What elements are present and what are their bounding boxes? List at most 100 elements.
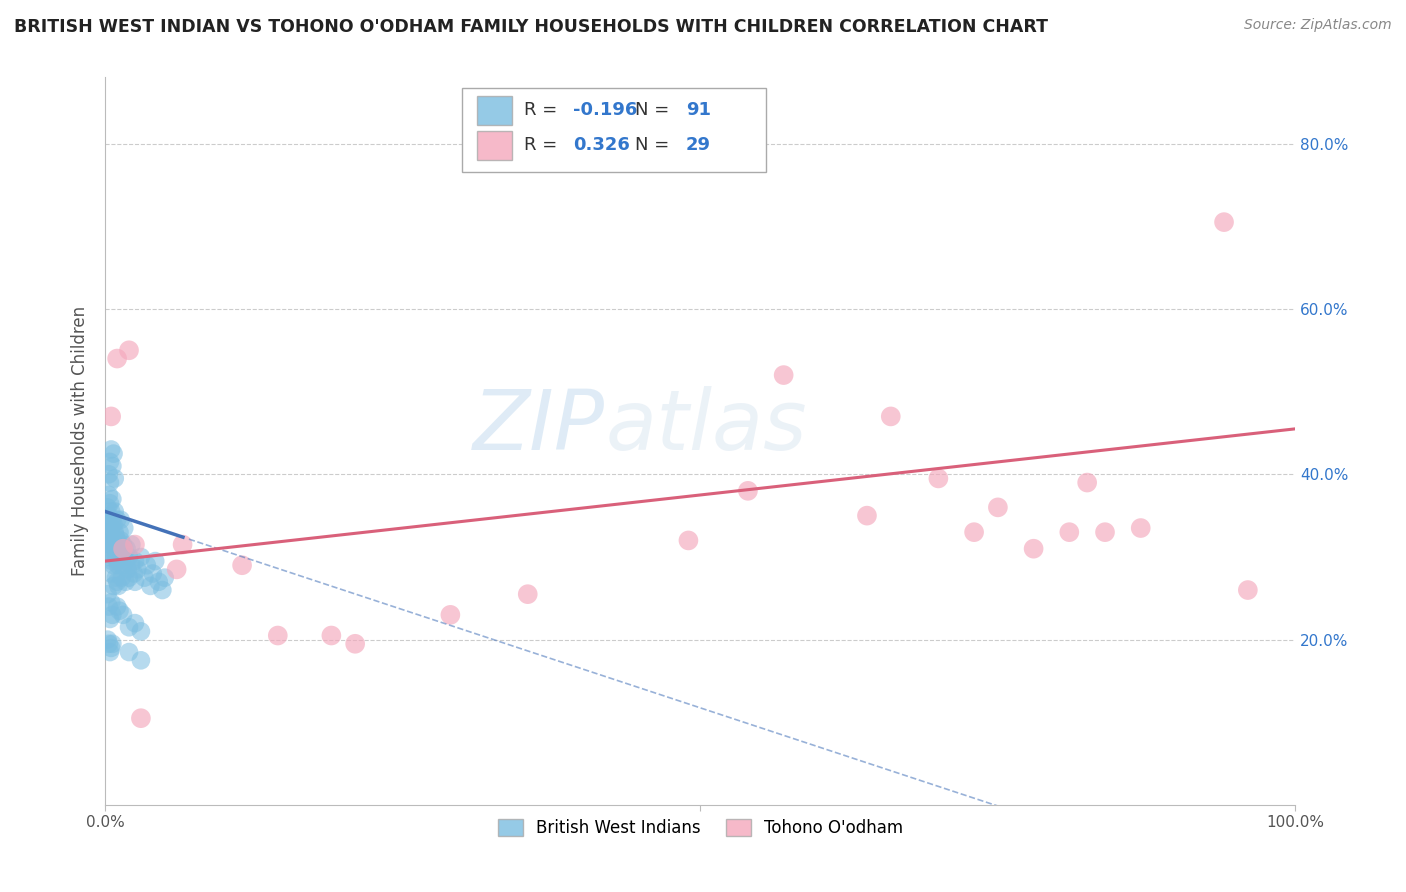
Point — [129, 711, 152, 725]
Point — [107, 538, 129, 552]
Point — [1076, 475, 1098, 490]
Point — [124, 574, 146, 589]
Text: N =: N = — [636, 101, 675, 120]
Point — [97, 488, 120, 502]
Point — [107, 579, 129, 593]
Text: Source: ZipAtlas.com: Source: ZipAtlas.com — [1244, 18, 1392, 32]
Point — [231, 558, 253, 573]
Point — [104, 571, 127, 585]
Point — [927, 471, 949, 485]
Point — [98, 538, 121, 552]
Point — [880, 409, 903, 424]
Point — [987, 500, 1010, 515]
Text: N =: N = — [636, 136, 675, 154]
Point — [98, 612, 121, 626]
Point — [105, 513, 128, 527]
Point — [124, 616, 146, 631]
Point — [100, 504, 122, 518]
Point — [104, 525, 127, 540]
Point — [1129, 521, 1152, 535]
Point — [1237, 582, 1260, 597]
Point — [772, 368, 794, 382]
Point — [104, 529, 127, 543]
Point — [139, 579, 162, 593]
Point — [110, 513, 132, 527]
Point — [112, 538, 135, 552]
Point — [111, 549, 134, 564]
Point — [97, 508, 120, 523]
Point — [107, 558, 129, 573]
Point — [1213, 215, 1236, 229]
Point — [100, 525, 122, 540]
Point — [105, 533, 128, 548]
Point — [97, 513, 120, 527]
Point — [142, 566, 165, 581]
Point — [344, 637, 367, 651]
Point — [153, 571, 176, 585]
Point — [97, 525, 120, 540]
Point — [101, 513, 124, 527]
Bar — [477, 130, 512, 160]
Legend: British West Indians, Tohono O'odham: British West Indians, Tohono O'odham — [491, 813, 910, 844]
Point — [963, 525, 986, 540]
Point — [114, 554, 136, 568]
Y-axis label: Family Households with Children: Family Households with Children — [72, 306, 89, 576]
Text: R =: R = — [524, 101, 564, 120]
Point — [856, 508, 879, 523]
Point — [112, 541, 135, 556]
Point — [97, 538, 120, 552]
Bar — [477, 95, 512, 125]
Point — [105, 554, 128, 568]
Point — [166, 562, 188, 576]
Point — [100, 546, 122, 560]
Point — [120, 558, 142, 573]
Point — [101, 458, 124, 473]
Point — [100, 640, 122, 655]
Point — [97, 467, 120, 482]
Point — [148, 574, 170, 589]
Point — [105, 574, 128, 589]
Point — [100, 442, 122, 457]
Point — [103, 558, 125, 573]
Point — [439, 607, 461, 622]
Point — [104, 549, 127, 564]
Point — [103, 516, 125, 531]
Point — [118, 620, 141, 634]
Point — [117, 562, 139, 576]
Point — [1059, 525, 1081, 540]
Point — [97, 587, 120, 601]
Point — [104, 504, 127, 518]
Point — [150, 582, 173, 597]
Point — [172, 538, 194, 552]
Text: ZIP: ZIP — [472, 386, 605, 467]
Text: R =: R = — [524, 136, 564, 154]
Point — [101, 533, 124, 548]
Point — [98, 645, 121, 659]
Point — [129, 653, 152, 667]
Point — [120, 538, 142, 552]
Point — [112, 521, 135, 535]
Point — [112, 541, 135, 556]
Text: 0.326: 0.326 — [574, 136, 630, 154]
Point — [103, 579, 125, 593]
Point — [100, 409, 122, 424]
Point — [1094, 525, 1116, 540]
Point — [104, 471, 127, 485]
Point — [124, 554, 146, 568]
Point — [115, 541, 138, 556]
Point — [111, 571, 134, 585]
Text: -0.196: -0.196 — [574, 101, 637, 120]
Text: BRITISH WEST INDIAN VS TOHONO O'ODHAM FAMILY HOUSEHOLDS WITH CHILDREN CORRELATIO: BRITISH WEST INDIAN VS TOHONO O'ODHAM FA… — [14, 18, 1047, 36]
Point — [101, 554, 124, 568]
Text: 91: 91 — [686, 101, 711, 120]
Text: atlas: atlas — [605, 386, 807, 467]
Point — [108, 604, 131, 618]
Point — [118, 343, 141, 358]
Point — [104, 546, 127, 560]
Point — [100, 566, 122, 581]
Point — [105, 351, 128, 366]
Point — [110, 533, 132, 548]
Point — [118, 571, 141, 585]
Point — [114, 574, 136, 589]
Point — [143, 554, 166, 568]
